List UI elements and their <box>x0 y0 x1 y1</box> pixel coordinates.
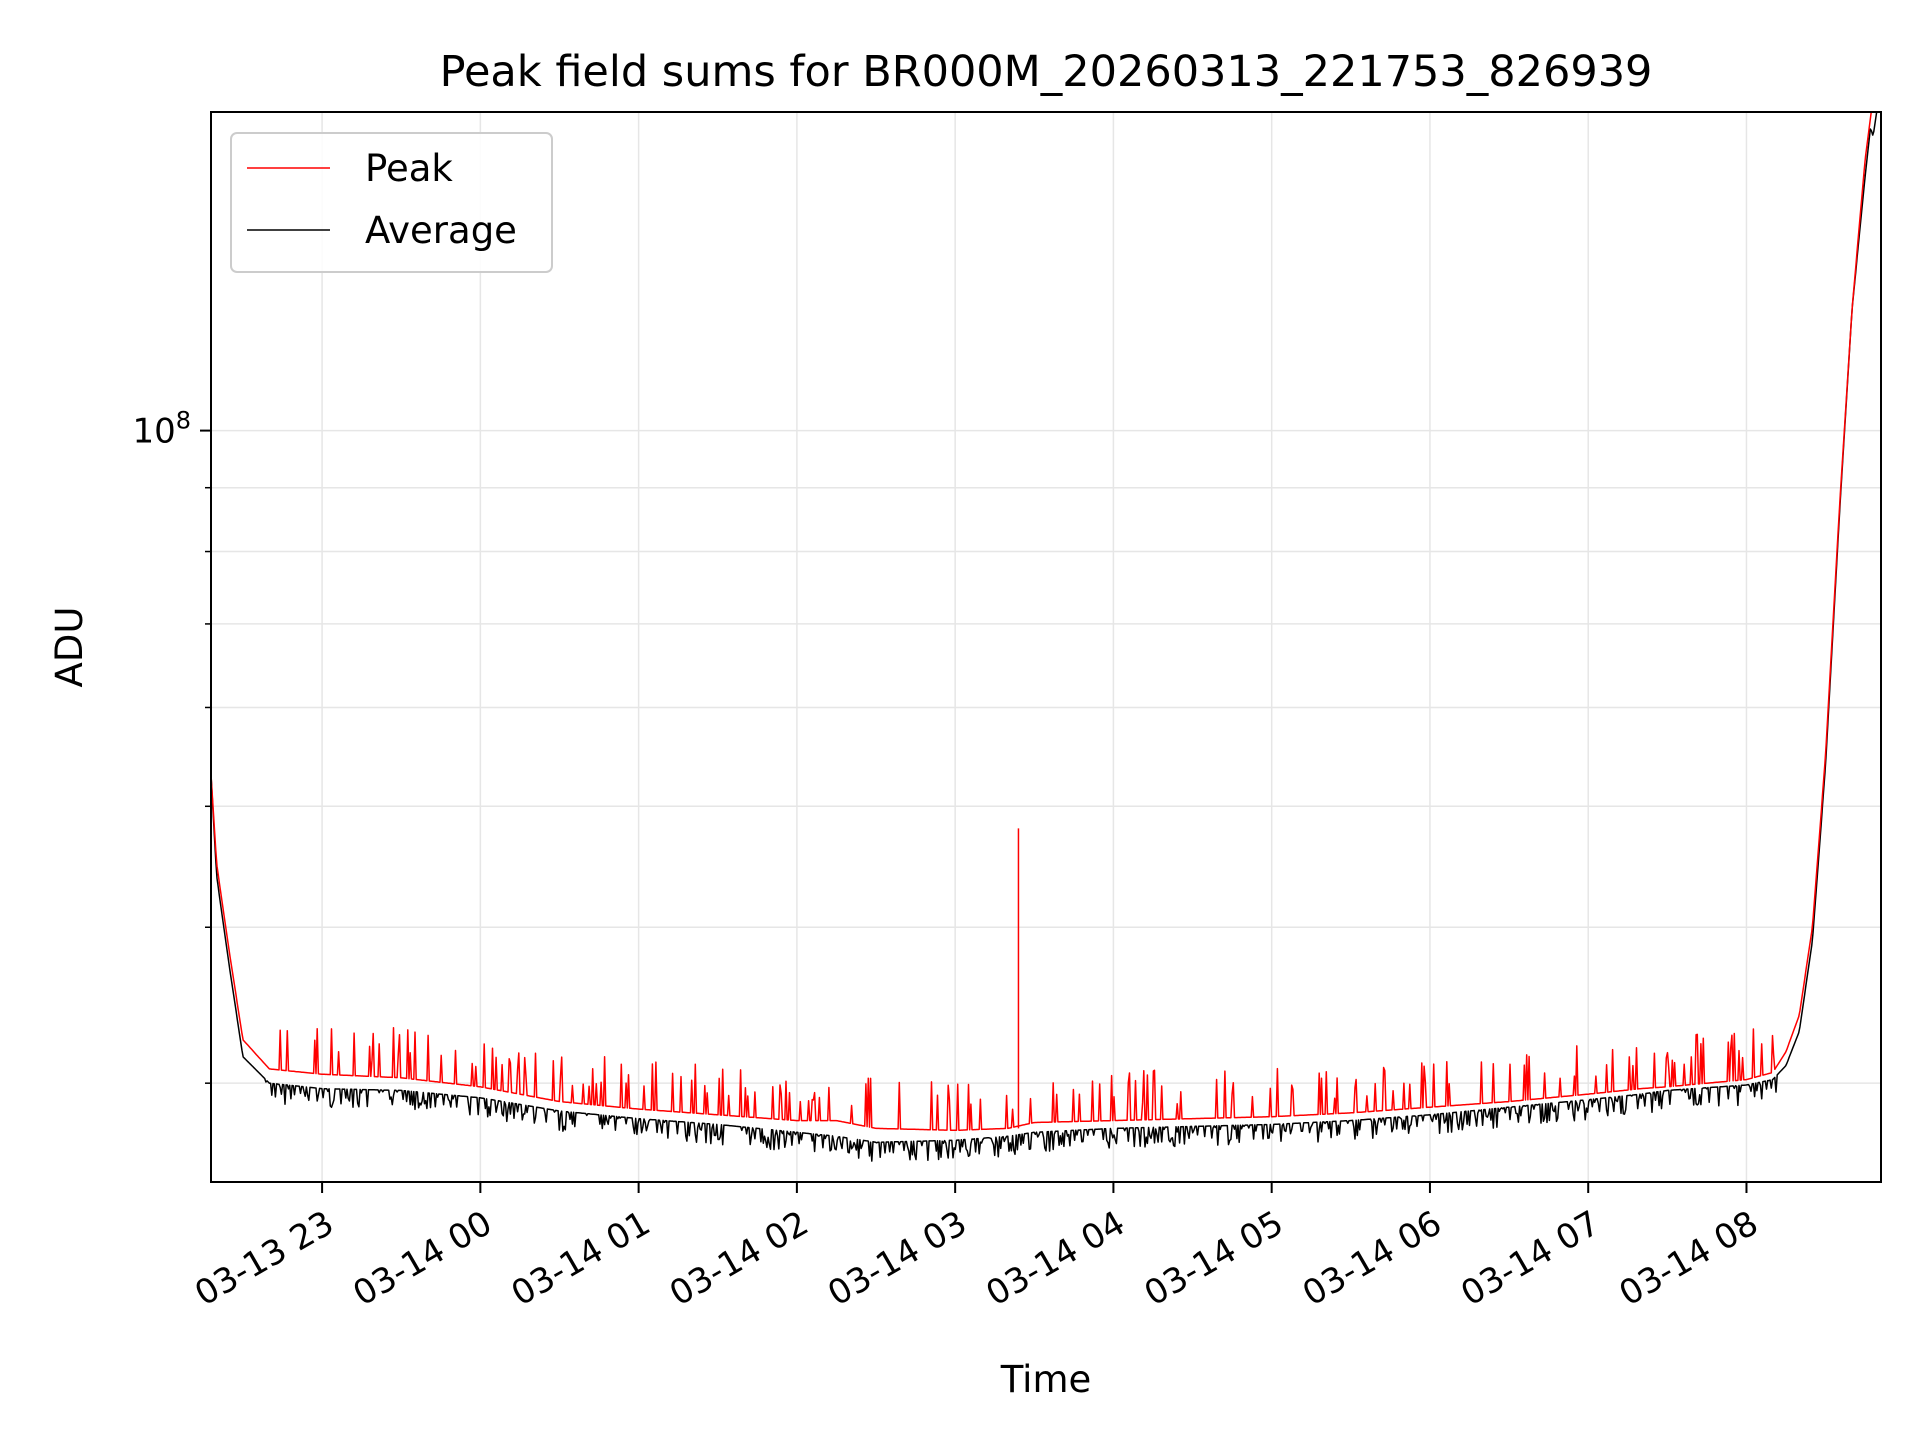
x-axis-label: Time <box>1000 1358 1092 1401</box>
grid-lines <box>211 112 1881 1182</box>
y-tick-label: 108 <box>132 407 191 452</box>
y-axis-label: ADU <box>48 607 91 688</box>
chart-title: Peak field sums for BR000M_20260313_2217… <box>440 47 1653 97</box>
legend: Peak Average <box>230 132 553 273</box>
legend-label-average: Average <box>365 209 517 252</box>
series-line-peak <box>211 112 1872 1132</box>
legend-label-peak: Peak <box>365 147 453 190</box>
plot-frame <box>210 111 1882 1183</box>
series-group <box>211 112 1878 1162</box>
series-line-average <box>211 112 1878 1162</box>
